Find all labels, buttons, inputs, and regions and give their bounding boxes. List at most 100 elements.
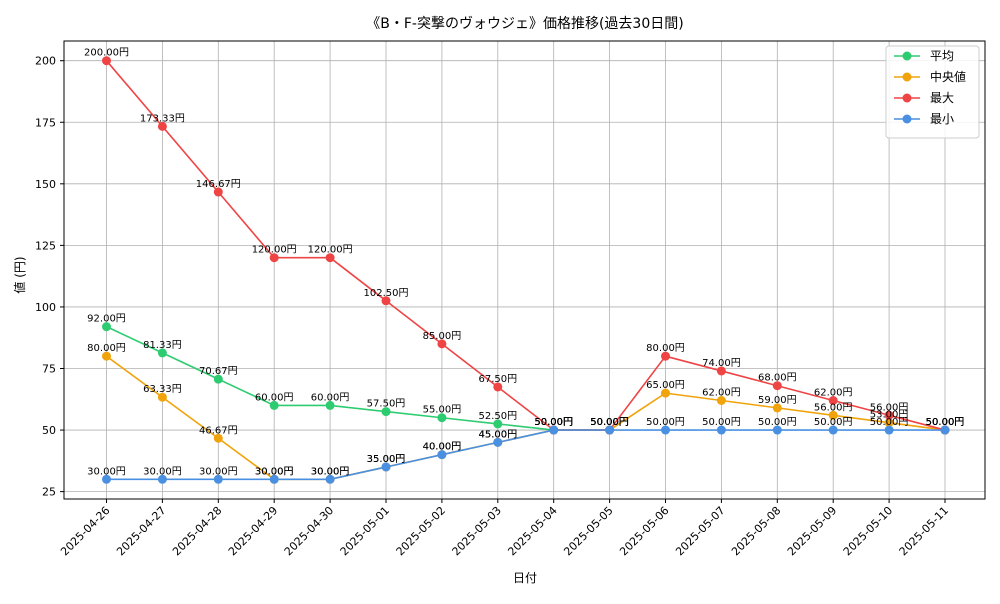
data-label: 50.00円	[814, 417, 853, 428]
series-line-segment	[888, 414, 946, 431]
data-label: 50.00円	[926, 417, 965, 428]
data-point	[381, 407, 391, 417]
data-label: 30.00円	[255, 466, 294, 477]
series-line-segment	[105, 60, 164, 127]
data-label: 56.00円	[814, 402, 853, 413]
data-label: 102.50円	[364, 288, 409, 299]
x-tick-label: 2025-04-28	[170, 504, 224, 558]
data-label: 45.00円	[478, 429, 517, 440]
legend-label: 平均	[930, 49, 954, 63]
y-tick-label: 125	[35, 239, 56, 252]
series-line-segment	[385, 410, 442, 419]
data-point	[157, 121, 167, 131]
data-label: 50.00円	[590, 417, 629, 428]
legend-swatch-marker	[902, 93, 912, 103]
grid	[64, 41, 985, 499]
series-line-segment	[721, 399, 778, 409]
y-tick-label: 25	[42, 486, 56, 499]
series-line-segment	[217, 378, 275, 407]
data-label: 50.00円	[534, 417, 573, 428]
legend-label: 中央値	[930, 69, 966, 84]
data-point	[102, 474, 111, 484]
x-tick-label: 2025-05-04	[505, 504, 559, 558]
series-line-segment	[106, 355, 163, 398]
data-label: 35.00円	[367, 454, 406, 465]
data-point	[325, 474, 335, 484]
legend-label: 最大	[930, 91, 954, 105]
data-point	[493, 437, 503, 447]
data-label: 45.00円	[478, 429, 517, 440]
data-point	[381, 462, 391, 472]
data-label: 30.00円	[311, 466, 350, 477]
data-label: 52.50円	[478, 411, 517, 422]
data-label: 50.00円	[534, 417, 573, 428]
data-point	[213, 474, 223, 484]
data-label: 68.00円	[758, 373, 797, 384]
data-label: 50.00円	[702, 417, 741, 428]
x-tick-label: 2025-04-29	[226, 504, 280, 558]
data-point	[661, 351, 670, 361]
data-label: 92.00円	[87, 314, 126, 325]
data-label: 55.00円	[423, 405, 462, 416]
legend-swatch-marker	[902, 114, 912, 124]
data-label: 57.50円	[367, 399, 406, 410]
data-point	[493, 419, 503, 429]
series-line-segment	[665, 392, 722, 402]
data-point	[828, 396, 838, 406]
data-label: 65.00円	[646, 380, 685, 391]
data-point	[661, 425, 670, 435]
legend-box	[885, 45, 980, 139]
data-point	[605, 425, 615, 435]
series-line-segment	[441, 343, 499, 388]
data-labels: 92.00円 81.33円 70.67円 60.00円 60.00円 57.50円 55.0…	[84, 48, 964, 478]
data-label: 30.00円	[87, 466, 126, 477]
data-point	[102, 56, 111, 66]
y-axis-title: 値 (円)	[12, 256, 27, 293]
data-label: 62.00円	[702, 388, 741, 399]
series-line-segment	[329, 257, 387, 302]
series-line-segment	[385, 300, 443, 345]
data-label: 46.67円	[199, 425, 238, 436]
data-label: 80.00円	[646, 343, 685, 354]
data-point	[325, 400, 335, 410]
series-line-segment	[609, 392, 666, 431]
data-label: 59.00円	[758, 395, 797, 406]
data-point	[884, 418, 894, 428]
data-point	[772, 425, 782, 435]
data-label: 30.00円	[255, 466, 294, 477]
x-tick-label: 2025-05-10	[841, 504, 895, 558]
data-point	[213, 433, 223, 443]
legend-label: 最小	[930, 112, 954, 126]
series-line-segment	[721, 370, 778, 387]
data-label: 146.67円	[196, 179, 241, 190]
data-point	[269, 400, 279, 410]
data-point	[661, 388, 670, 398]
data-point	[325, 253, 335, 263]
data-point	[269, 253, 279, 263]
y-tick-label: 175	[35, 116, 56, 129]
data-point	[493, 382, 503, 392]
data-label: 173.33円	[140, 113, 185, 124]
data-label: 70.67円	[199, 366, 238, 377]
series-line-segment	[441, 416, 498, 425]
x-tick-label: 2025-05-09	[785, 504, 839, 558]
data-label: 50.00円	[870, 417, 909, 428]
series-line-segment	[777, 407, 834, 417]
data-point	[269, 474, 279, 484]
data-point	[828, 425, 838, 435]
data-label: 40.00円	[423, 442, 462, 453]
series-layer	[102, 56, 950, 484]
data-point	[437, 450, 447, 460]
y-tick-label: 100	[35, 301, 56, 314]
data-point	[102, 351, 111, 361]
data-label: 67.50円	[478, 374, 517, 385]
y-tick-label: 75	[42, 362, 56, 375]
series-line-segment	[441, 441, 498, 456]
data-label: 60.00円	[255, 392, 294, 403]
data-label: 50.00円	[926, 417, 965, 428]
y-tick-label: 150	[35, 178, 56, 191]
data-point	[716, 425, 726, 435]
series-line-segment	[106, 325, 163, 354]
series-line-segment	[330, 404, 387, 413]
